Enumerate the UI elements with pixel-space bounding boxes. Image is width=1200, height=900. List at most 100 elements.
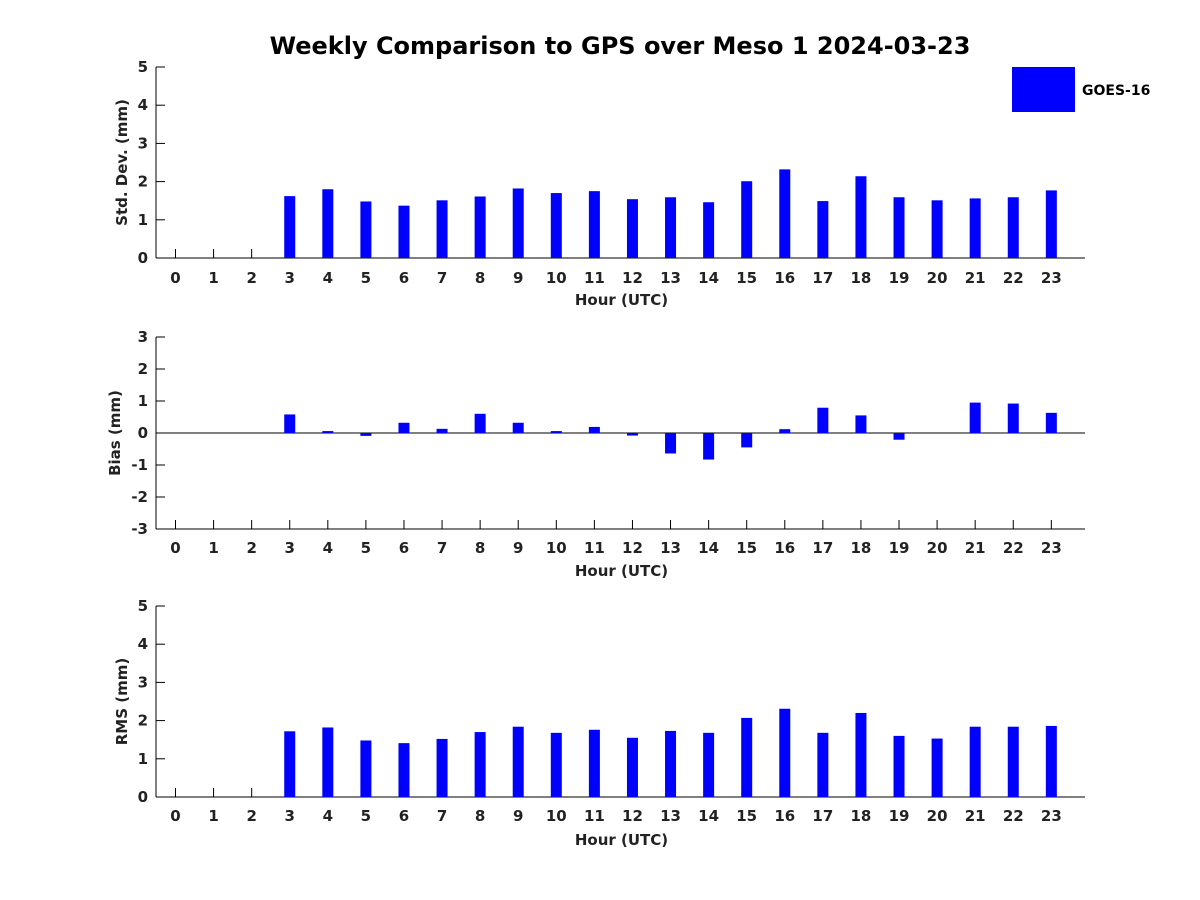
x-tick-label: 10 bbox=[546, 807, 567, 825]
x-tick-label: 20 bbox=[927, 269, 948, 287]
x-tick-label: 4 bbox=[323, 807, 333, 825]
bar bbox=[817, 201, 829, 258]
bar bbox=[512, 188, 524, 258]
bar bbox=[855, 176, 867, 258]
bar bbox=[1045, 190, 1057, 258]
x-tick-label: 5 bbox=[361, 269, 371, 287]
x-tick-label: 1 bbox=[208, 269, 218, 287]
bar bbox=[436, 428, 448, 433]
y-tick-label: 3 bbox=[138, 673, 148, 691]
y-tick-label: 5 bbox=[138, 597, 148, 615]
y-tick-label: 1 bbox=[138, 750, 148, 768]
bar bbox=[322, 727, 334, 797]
x-tick-label: 13 bbox=[660, 807, 681, 825]
bar bbox=[588, 729, 600, 797]
x-tick-label: 9 bbox=[513, 539, 523, 557]
bar bbox=[360, 201, 372, 258]
y-tick-label: 3 bbox=[138, 134, 148, 152]
x-tick-label: 6 bbox=[399, 807, 409, 825]
y-tick-label: 2 bbox=[138, 360, 148, 378]
bar bbox=[665, 730, 677, 797]
x-tick-label: 2 bbox=[246, 807, 256, 825]
x-tick-label: 19 bbox=[889, 539, 910, 557]
x-tick-label: 23 bbox=[1041, 269, 1062, 287]
x-tick-label: 0 bbox=[170, 539, 180, 557]
bar bbox=[512, 422, 524, 433]
bar bbox=[474, 196, 486, 258]
x-tick-label: 18 bbox=[851, 269, 872, 287]
x-tick-label: 4 bbox=[323, 539, 333, 557]
x-tick-label: 2 bbox=[246, 269, 256, 287]
bar bbox=[588, 426, 600, 433]
x-axis-label: Hour (UTC) bbox=[575, 562, 668, 580]
y-tick-label: 0 bbox=[138, 788, 148, 806]
x-tick-label: 0 bbox=[170, 807, 180, 825]
x-tick-label: 16 bbox=[774, 269, 795, 287]
y-axis-label: RMS (mm) bbox=[113, 658, 131, 745]
x-tick-label: 13 bbox=[660, 269, 681, 287]
x-tick-label: 8 bbox=[475, 807, 485, 825]
x-tick-label: 18 bbox=[851, 539, 872, 557]
bar bbox=[360, 740, 372, 797]
bar bbox=[703, 433, 715, 460]
bar bbox=[893, 197, 905, 258]
x-tick-label: 19 bbox=[889, 807, 910, 825]
x-tick-label: 6 bbox=[399, 539, 409, 557]
y-tick-label: 1 bbox=[138, 211, 148, 229]
y-tick-label: 0 bbox=[138, 249, 148, 267]
bar bbox=[931, 738, 943, 797]
bar bbox=[284, 731, 296, 797]
bar bbox=[398, 205, 410, 258]
bar bbox=[436, 738, 448, 797]
x-tick-label: 13 bbox=[660, 539, 681, 557]
x-tick-label: 3 bbox=[285, 269, 295, 287]
y-tick-label: 3 bbox=[138, 328, 148, 346]
bar bbox=[855, 712, 867, 797]
x-tick-label: 10 bbox=[546, 539, 567, 557]
bar bbox=[550, 431, 562, 433]
x-tick-label: 10 bbox=[546, 269, 567, 287]
bar bbox=[360, 433, 372, 436]
x-tick-label: 14 bbox=[698, 807, 719, 825]
bar bbox=[779, 429, 791, 433]
bar bbox=[893, 433, 905, 440]
x-tick-label: 11 bbox=[584, 269, 605, 287]
x-tick-label: 23 bbox=[1041, 807, 1062, 825]
x-tick-label: 7 bbox=[437, 807, 447, 825]
y-tick-label: -1 bbox=[131, 456, 148, 474]
bar bbox=[817, 732, 829, 797]
x-tick-label: 1 bbox=[208, 539, 218, 557]
y-tick-label: 2 bbox=[138, 173, 148, 191]
x-tick-label: 11 bbox=[584, 807, 605, 825]
bar bbox=[550, 732, 562, 797]
x-tick-label: 3 bbox=[285, 807, 295, 825]
x-tick-label: 0 bbox=[170, 269, 180, 287]
bar bbox=[474, 413, 486, 433]
x-tick-label: 2 bbox=[246, 539, 256, 557]
x-tick-label: 3 bbox=[285, 539, 295, 557]
bar bbox=[1007, 197, 1019, 258]
bar bbox=[741, 181, 753, 258]
x-tick-label: 9 bbox=[513, 269, 523, 287]
bar bbox=[474, 732, 486, 797]
y-tick-label: 4 bbox=[138, 635, 148, 653]
bar bbox=[703, 202, 715, 258]
bar bbox=[665, 433, 677, 454]
x-tick-label: 7 bbox=[437, 269, 447, 287]
bar bbox=[703, 732, 715, 797]
x-tick-label: 15 bbox=[736, 539, 757, 557]
x-tick-label: 16 bbox=[774, 539, 795, 557]
x-tick-label: 18 bbox=[851, 807, 872, 825]
x-axis-label: Hour (UTC) bbox=[575, 291, 668, 309]
y-tick-label: 1 bbox=[138, 392, 148, 410]
y-tick-label: 5 bbox=[138, 58, 148, 76]
bar bbox=[550, 193, 562, 258]
bar bbox=[741, 433, 753, 448]
x-tick-label: 4 bbox=[323, 269, 333, 287]
legend-label: GOES-16 bbox=[1082, 83, 1150, 99]
legend: GOES-16 bbox=[1012, 67, 1150, 112]
bar bbox=[741, 717, 753, 797]
bar bbox=[779, 708, 791, 797]
x-tick-label: 22 bbox=[1003, 807, 1024, 825]
